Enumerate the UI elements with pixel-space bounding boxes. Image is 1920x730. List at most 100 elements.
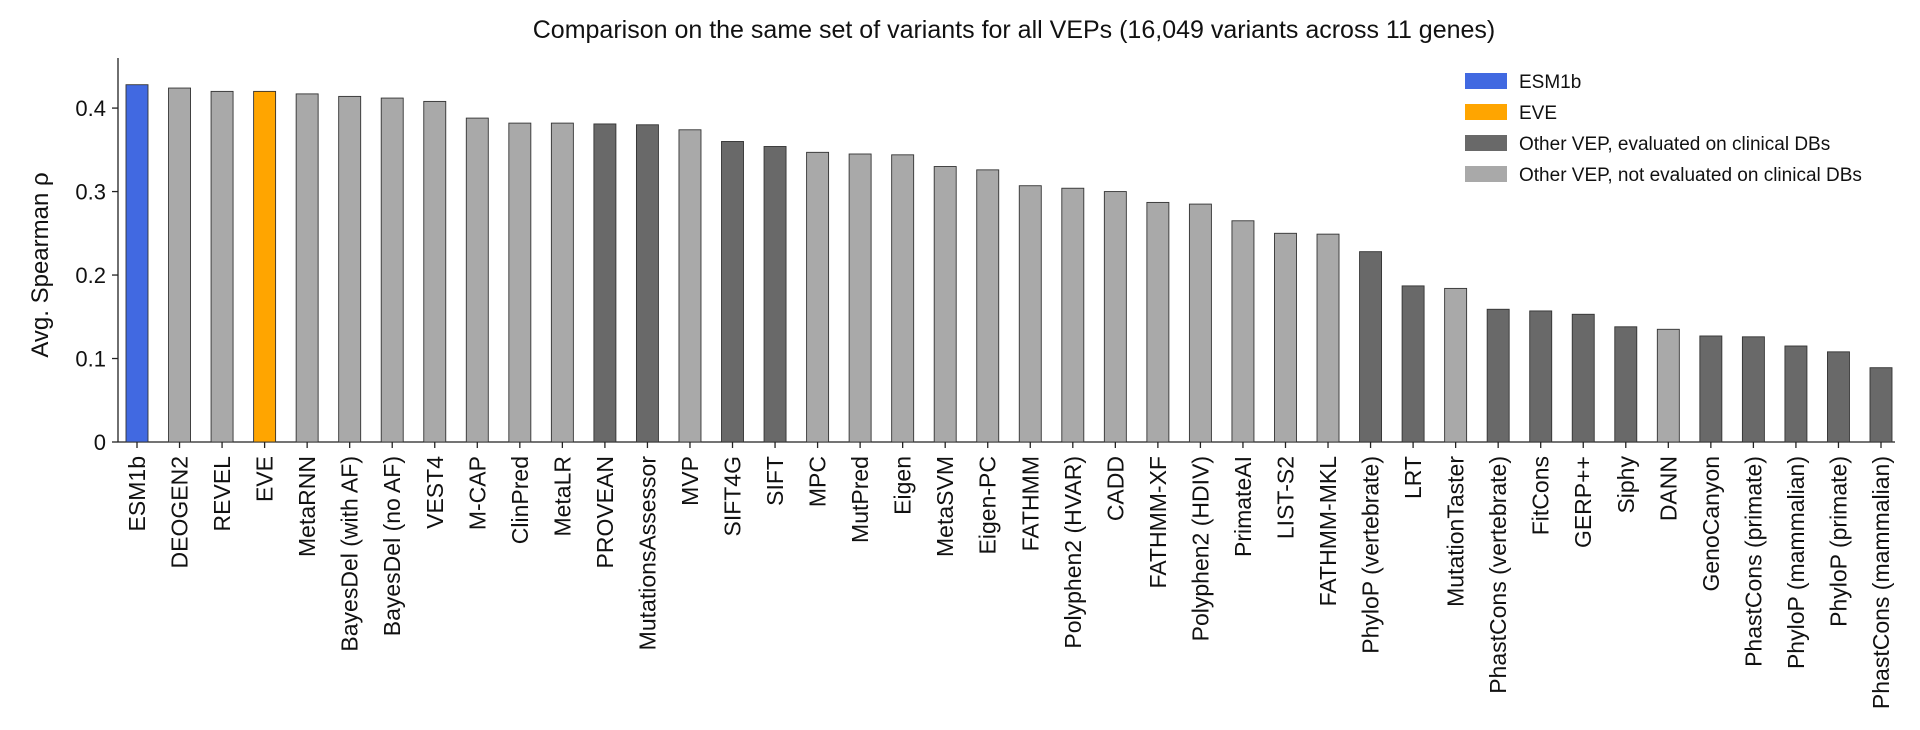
x-tick-label: BayesDel (with AF): [337, 456, 363, 652]
bar: [1784, 345, 1808, 443]
bar: [1274, 232, 1297, 443]
bar: [721, 141, 744, 443]
x-tick-label: FATHMM-MKL: [1315, 456, 1341, 607]
x-tick-label: MPC: [805, 456, 831, 507]
axes: [117, 58, 1895, 443]
bar: [1316, 233, 1340, 443]
bar: [1529, 310, 1553, 443]
x-tick-label: CADD: [1102, 456, 1128, 521]
bar: [1103, 191, 1127, 443]
x-tick-label: FitCons: [1528, 456, 1554, 535]
x-tick-label: REVEL: [209, 456, 235, 532]
bar: [423, 100, 447, 443]
bar: [763, 146, 787, 443]
bar: [1699, 335, 1723, 443]
x-tick-label: MutPred: [847, 456, 873, 543]
y-tick-label: 0.2: [75, 263, 106, 288]
x-tick-label: PROVEAN: [592, 456, 618, 568]
bar: [976, 169, 1000, 443]
bar: [1741, 336, 1765, 443]
x-tick-label: PhyloP (primate): [1825, 456, 1851, 627]
bar: [1869, 367, 1893, 443]
legend-swatch: [1465, 135, 1507, 151]
bar: [1827, 351, 1850, 443]
bar: [253, 90, 277, 443]
bar: [1571, 313, 1595, 443]
x-tick-label: PhastCons (vertebrate): [1485, 456, 1511, 694]
legend-swatch: [1465, 166, 1507, 182]
x-tick-label: VEST4: [422, 456, 448, 529]
legend-label: EVE: [1519, 103, 1557, 124]
bar: [848, 153, 872, 443]
x-tick-label: MutationsAssessor: [634, 456, 660, 651]
legend: ESM1b EVE Other VEP, evaluated on clinical…: [1465, 72, 1862, 186]
x-tick-label: Polyphen2 (HDIV): [1187, 456, 1213, 641]
y-tick-label: 0.1: [75, 347, 106, 372]
x-tick-label: SIFT4G: [720, 456, 746, 537]
bar: [210, 90, 234, 443]
legend-label: ESM1b: [1519, 72, 1581, 93]
bar: [1146, 201, 1170, 443]
bar: [550, 122, 574, 443]
x-tick-label: Eigen-PC: [975, 456, 1001, 554]
legend-swatch: [1465, 73, 1507, 89]
bar: [891, 154, 915, 443]
bar: [295, 93, 319, 443]
bar: [1401, 285, 1425, 443]
x-tick-label: GERP++: [1570, 456, 1596, 548]
y-axis-label: Avg. Spearman ρ: [27, 172, 54, 357]
x-tick-label: M-CAP: [464, 456, 490, 530]
x-tick-label: EVE: [252, 456, 278, 502]
bar: [168, 87, 191, 443]
y-tick-label: 0: [94, 430, 106, 455]
x-axis-tick-labels: ESM1b DEOGEN2 REVEL EVE MetaRNN BayesDel (wit…: [124, 442, 1894, 709]
x-tick-label: MetaLR: [549, 456, 575, 537]
bar: [380, 97, 404, 443]
bar: [678, 129, 702, 443]
bar: [1656, 328, 1680, 443]
bar: [933, 166, 957, 443]
bar: [465, 117, 489, 443]
x-tick-label: PhyloP (mammalian): [1783, 456, 1809, 669]
x-tick-label: Siphy: [1613, 456, 1639, 514]
bar: [635, 124, 659, 443]
legend-label: Other VEP, evaluated on clinical DBs: [1519, 134, 1830, 155]
x-tick-label: SIFT: [762, 456, 788, 506]
x-tick-label: DANN: [1655, 456, 1681, 521]
bar: [1061, 187, 1085, 443]
x-tick-label: PrimateAI: [1230, 456, 1256, 557]
legend-swatch: [1465, 104, 1507, 120]
y-axis-ticks: 0 0.1 0.2 0.3 0.4: [75, 96, 118, 455]
x-tick-label: FATHMM: [1017, 456, 1043, 551]
x-tick-label: DEOGEN2: [167, 456, 193, 568]
x-tick-label: PhastCons (mammalian): [1868, 456, 1894, 709]
bars: [125, 84, 1893, 443]
bar: [1486, 308, 1510, 443]
x-tick-label: BayesDel (no AF): [379, 456, 405, 636]
bar: [338, 95, 362, 443]
x-tick-label: GenoCanyon: [1698, 456, 1724, 592]
legend-label: Other VEP, not evaluated on clinical DBs: [1519, 165, 1862, 186]
chart-title: Comparison on the same set of variants f…: [533, 16, 1496, 44]
x-tick-label: MetaRNN: [294, 456, 320, 557]
x-tick-label: FATHMM-XF: [1145, 456, 1171, 588]
bar: [1018, 185, 1042, 443]
bar: [593, 123, 617, 443]
bar: [1614, 326, 1638, 443]
bar: [1188, 203, 1212, 443]
x-tick-label: ESM1b: [124, 456, 150, 531]
bar: [1444, 287, 1468, 443]
x-tick-label: MutationTaster: [1443, 456, 1469, 607]
x-tick-label: PhastCons (primate): [1740, 456, 1766, 667]
bar: [806, 151, 830, 443]
bar: [125, 84, 149, 443]
bar: [508, 122, 532, 443]
x-tick-label: Eigen: [890, 456, 916, 515]
x-tick-label: MVP: [677, 456, 703, 506]
x-tick-label: PhyloP (vertebrate): [1358, 456, 1384, 654]
x-tick-label: LRT: [1400, 456, 1426, 499]
x-tick-label: Polyphen2 (HVAR): [1060, 456, 1086, 649]
x-tick-label: LIST-S2: [1272, 456, 1298, 539]
